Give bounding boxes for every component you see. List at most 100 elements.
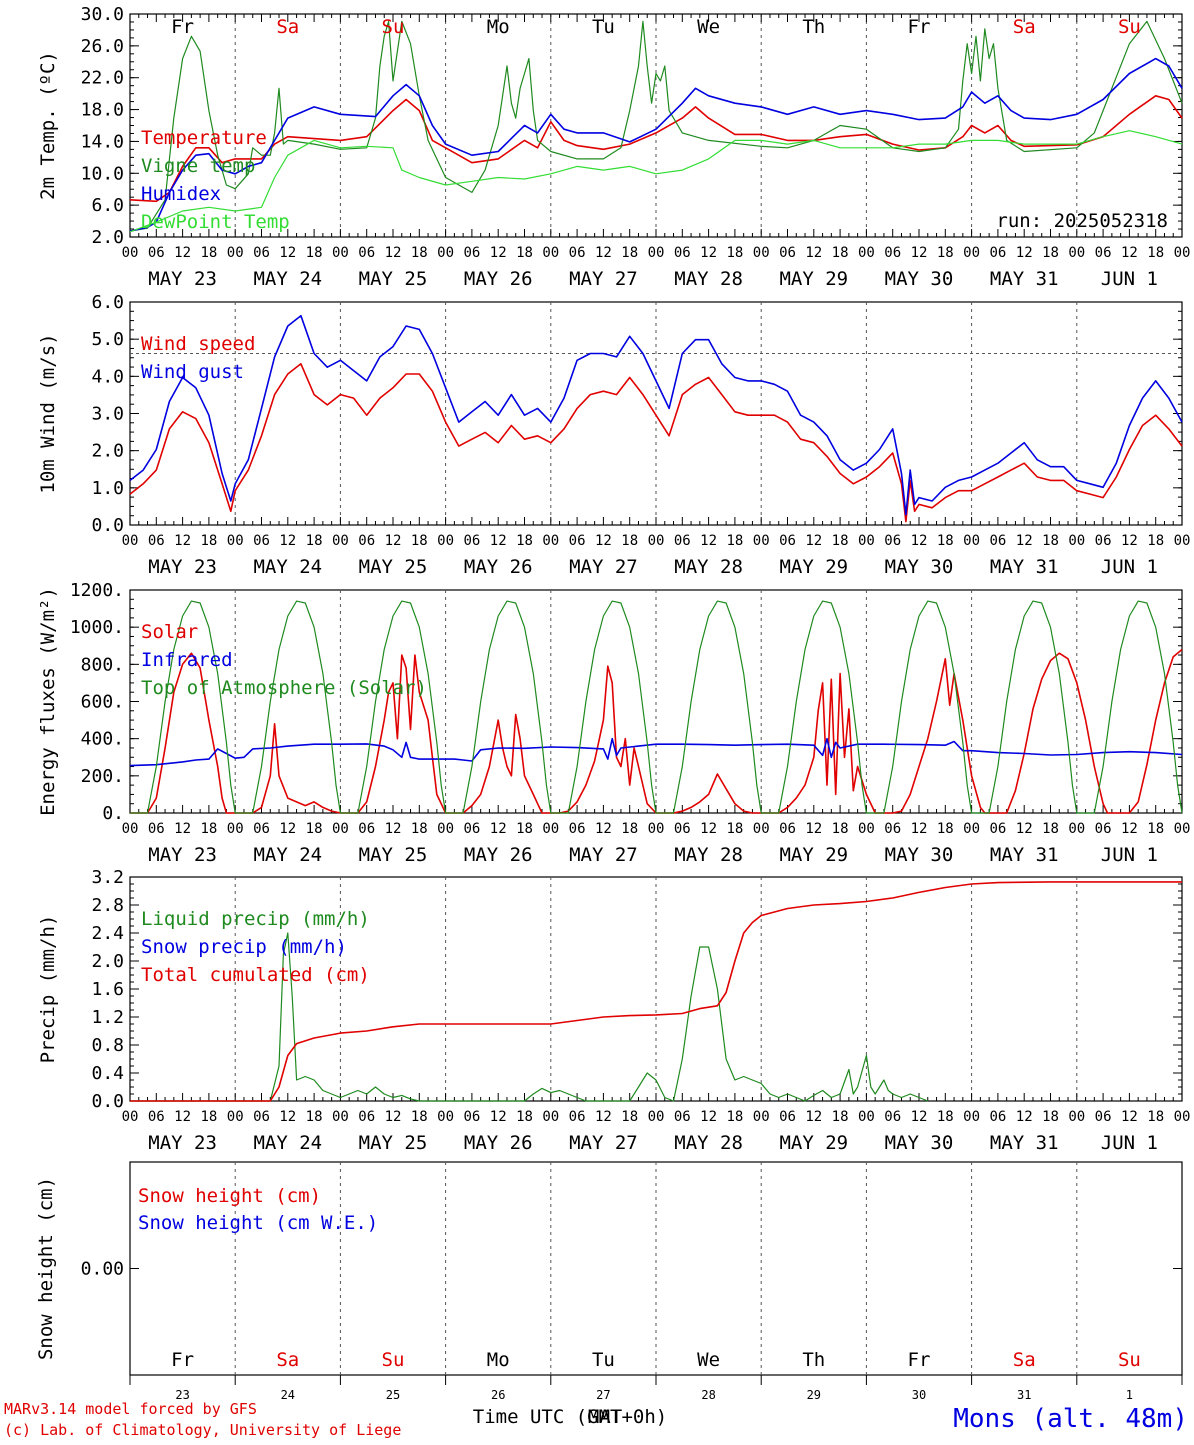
weekday-label: Tu xyxy=(592,16,615,38)
x-tick-label: 06 xyxy=(1095,245,1112,261)
x-tick-label: 00 xyxy=(648,245,665,261)
x-tick-label: 00 xyxy=(963,245,980,261)
x-tick-label: 06 xyxy=(989,1109,1006,1125)
x-tick-label: 06 xyxy=(253,1109,270,1125)
series-line xyxy=(130,881,1182,1102)
x-tick-label: 00 xyxy=(1174,821,1191,837)
y-tick-label: 18.0 xyxy=(81,100,124,121)
date-label: MAY 31 xyxy=(990,844,1059,866)
x-tick-label: 12 xyxy=(700,821,717,837)
x-tick-label: 12 xyxy=(279,821,296,837)
x-tick-label: 06 xyxy=(989,821,1006,837)
x-tick-label: 00 xyxy=(1174,1109,1191,1125)
x-tick-label: 00 xyxy=(227,1109,244,1125)
y-tick-label: 30.0 xyxy=(81,4,124,25)
weekday-label: Fr xyxy=(171,16,194,38)
legend-entry: Total cumulated (cm) xyxy=(141,964,370,986)
x-tick-label: 12 xyxy=(1016,821,1033,837)
run-annotation: run: 2025052318 xyxy=(996,210,1168,232)
legend-entry: Top of Atmosphere (Solar) xyxy=(141,677,427,699)
y-tick-label: 1000. xyxy=(70,617,124,638)
y-tick-label: 2.4 xyxy=(91,923,124,944)
x-tick-label: 12 xyxy=(174,245,191,261)
x-tick-label: 12 xyxy=(279,245,296,261)
y-tick-label: 0.4 xyxy=(91,1063,124,1084)
y-axis-label: 10m Wind (m/s) xyxy=(37,333,59,493)
x-tick-label: 12 xyxy=(595,821,612,837)
y-tick-label: 0.8 xyxy=(91,1035,124,1056)
panel-temperature: 00 06 12 18 00 06 12 18 00 06 12 18 00 06 12 18 00 06 12 18… xyxy=(37,4,1190,290)
panel-wind: 00 06 12 18 00 06 12 18 00 06 12 18 00 06 12 18 00 06 12 18… xyxy=(37,292,1190,578)
date-label: JUN 1 xyxy=(1101,1132,1158,1154)
x-tick-label: 18 xyxy=(411,245,428,261)
weekday-label: Fr xyxy=(908,1349,931,1371)
y-tick-label: 2.0 xyxy=(91,227,124,248)
x-tick-label: 18 xyxy=(832,245,849,261)
x-tick-label: 12 xyxy=(1016,1109,1033,1125)
x-tick-label: 12 xyxy=(595,245,612,261)
day-number: 25 xyxy=(386,1388,400,1402)
x-tick-label: 18 xyxy=(726,821,743,837)
x-tick-label: 12 xyxy=(385,1109,402,1125)
date-label: MAY 28 xyxy=(674,556,743,578)
day-number: 23 xyxy=(175,1388,189,1402)
weekday-label: Su xyxy=(1118,16,1141,38)
x-tick-label: 12 xyxy=(805,533,822,549)
x-tick-label: 12 xyxy=(1121,821,1138,837)
x-tick-label: 00 xyxy=(1174,245,1191,261)
x-tick-label: 00 xyxy=(437,245,454,261)
x-tick-label: 06 xyxy=(989,533,1006,549)
x-tick-label: 18 xyxy=(621,533,638,549)
y-tick-label: 200. xyxy=(81,766,124,787)
x-tick-label: 06 xyxy=(674,533,691,549)
weekday-label: Sa xyxy=(276,16,299,38)
series-line xyxy=(129,314,1183,516)
date-label: MAY 24 xyxy=(253,1132,322,1154)
x-tick-label: 18 xyxy=(200,533,217,549)
x-tick-label: 00 xyxy=(437,1109,454,1125)
x-tick-label: 06 xyxy=(779,1109,796,1125)
lab-credit: (c) Lab. of Climatology, University of L… xyxy=(4,1421,401,1439)
weekday-label: Su xyxy=(382,1349,405,1371)
series-line xyxy=(129,130,1183,233)
x-tick-label: 12 xyxy=(490,1109,507,1125)
legend-entry: Temperature xyxy=(141,127,267,149)
x-tick-label: 18 xyxy=(200,245,217,261)
x-tick-label: 00 xyxy=(858,245,875,261)
x-tick-label: 06 xyxy=(1095,821,1112,837)
weekday-label: Th xyxy=(802,16,825,38)
legend-entry: Wind speed xyxy=(141,333,255,355)
series-line xyxy=(130,932,929,1102)
x-tick-label: 00 xyxy=(753,821,770,837)
legend-entry: Vigne temp xyxy=(141,155,255,177)
date-label: MAY 31 xyxy=(990,1132,1059,1154)
weekday-label: Sa xyxy=(1013,1349,1036,1371)
weekday-label: Mo xyxy=(487,16,510,38)
x-tick-label: 00 xyxy=(542,245,559,261)
x-tick-label: 18 xyxy=(726,533,743,549)
x-tick-label: 12 xyxy=(174,1109,191,1125)
x-tick-label: 18 xyxy=(1147,245,1164,261)
day-number: 24 xyxy=(281,1388,295,1402)
x-tick-label: 06 xyxy=(569,245,586,261)
day-number: 30 xyxy=(912,1388,926,1402)
day-number: 31 xyxy=(1017,1388,1031,1402)
date-label: MAY 25 xyxy=(359,556,428,578)
x-tick-label: 12 xyxy=(911,245,928,261)
date-label: MAY 26 xyxy=(464,556,533,578)
x-tick-label: 00 xyxy=(648,821,665,837)
x-tick-label: 06 xyxy=(884,245,901,261)
x-tick-label: 18 xyxy=(306,533,323,549)
date-label: MAY 27 xyxy=(569,844,638,866)
x-tick-label: 12 xyxy=(700,533,717,549)
x-tick-label: 18 xyxy=(1147,533,1164,549)
y-axis-label: Snow height (cm) xyxy=(35,1177,57,1360)
date-label: MAY 26 xyxy=(464,268,533,290)
series-line xyxy=(130,648,1183,814)
date-label: MAY 23 xyxy=(148,844,217,866)
x-tick-label: 18 xyxy=(832,533,849,549)
weekday-label: We xyxy=(697,1349,720,1371)
x-tick-label: 06 xyxy=(148,245,165,261)
